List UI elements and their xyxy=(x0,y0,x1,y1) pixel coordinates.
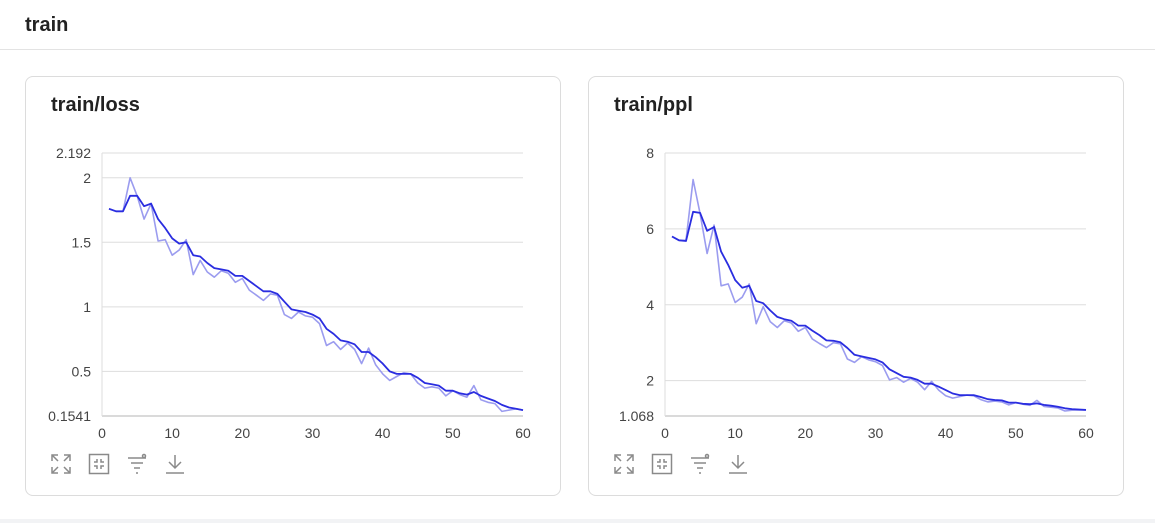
x-tick-label: 60 xyxy=(515,425,531,441)
fit-view-icon[interactable] xyxy=(88,453,110,475)
y-tick-label: 4 xyxy=(646,297,654,313)
raw-series-line xyxy=(108,177,524,413)
fit-view-icon[interactable] xyxy=(651,453,673,475)
smoothed-series-line xyxy=(108,194,524,411)
x-tick-label: 0 xyxy=(98,425,106,441)
filter-icon[interactable] xyxy=(126,453,148,475)
x-tick-label: 40 xyxy=(375,425,391,441)
x-tick-label: 20 xyxy=(798,425,814,441)
y-tick-label: 1 xyxy=(83,299,91,315)
fullscreen-icon[interactable] xyxy=(50,453,72,475)
fullscreen-icon[interactable] xyxy=(613,453,635,475)
section-title: train xyxy=(25,14,69,36)
chart-title: train/loss xyxy=(51,94,140,116)
x-tick-label: 10 xyxy=(727,425,743,441)
filter-icon[interactable] xyxy=(689,453,711,475)
loss-chart: 0.1541 0.5 1 1.5 2 2.192 0 10 20 30 40 50 60 xyxy=(48,145,531,441)
download-icon[interactable] xyxy=(727,453,749,475)
x-tick-label: 60 xyxy=(1078,425,1094,441)
x-tick-label: 20 xyxy=(235,425,251,441)
y-tick-label: 6 xyxy=(646,221,654,237)
x-tick-label: 40 xyxy=(938,425,954,441)
x-tick-label: 50 xyxy=(1008,425,1024,441)
x-tick-label: 50 xyxy=(445,425,461,441)
x-tick-label: 30 xyxy=(305,425,321,441)
y-tick-label: 1.068 xyxy=(619,408,654,424)
y-tick-label: 0.1541 xyxy=(48,408,91,424)
y-tick-label: 8 xyxy=(646,145,654,161)
bottom-divider xyxy=(0,519,1155,523)
chart-card-ppl: train/ppl 1.068 2 4 6 8 0 10 20 30 40 50 60 xyxy=(588,76,1124,496)
y-tick-label: 2.192 xyxy=(56,145,91,161)
x-tick-label: 30 xyxy=(868,425,884,441)
x-tick-label: 10 xyxy=(164,425,180,441)
section-header: train xyxy=(0,0,1155,50)
smoothed-series-line xyxy=(671,210,1087,411)
ppl-chart: 1.068 2 4 6 8 0 10 20 30 40 50 60 xyxy=(619,145,1094,441)
download-icon[interactable] xyxy=(164,453,186,475)
y-tick-label: 2 xyxy=(83,170,91,186)
y-tick-label: 2 xyxy=(646,373,654,389)
raw-series-line xyxy=(671,178,1087,412)
chart-card-loss: train/loss 0.1541 0.5 1 1.5 2 2.192 0 10 20 30 40 5… xyxy=(25,76,561,496)
x-tick-label: 0 xyxy=(661,425,669,441)
chart-title: train/ppl xyxy=(614,94,693,116)
y-tick-label: 0.5 xyxy=(72,363,92,379)
y-tick-label: 1.5 xyxy=(72,234,92,250)
